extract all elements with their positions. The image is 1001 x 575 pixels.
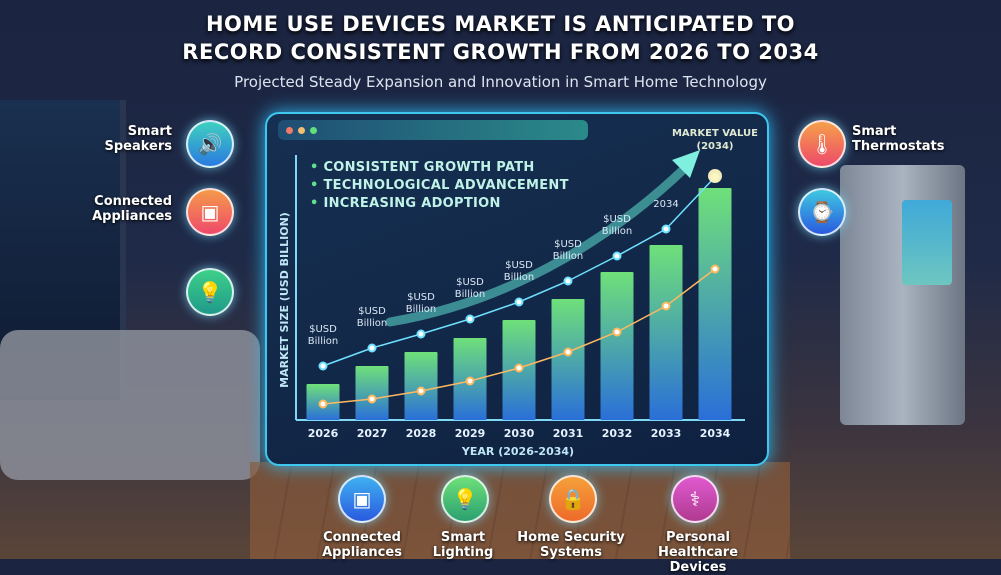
- y-axis-label: MARKET SIZE (USD BILLION): [278, 212, 291, 388]
- bar-2031: [551, 299, 585, 420]
- point-label-2028: Billion: [406, 304, 436, 315]
- trend-point-2-2030: [514, 363, 524, 373]
- x-tick-2029: 2029: [455, 427, 486, 440]
- window-dot-green: [310, 127, 317, 134]
- trend-point-1-2028: [416, 329, 426, 339]
- bullet-adoption: INCREASING ADOPTION: [310, 196, 501, 211]
- point-label-2031: $USD: [554, 239, 582, 250]
- lightbulb-icon[interactable]: 💡: [186, 268, 234, 316]
- chart-svg: MARKET SIZE (USD BILLION) YEAR (2026-203…: [278, 128, 758, 458]
- x-tick-2034: 2034: [700, 427, 731, 440]
- x-tick-2032: 2032: [602, 427, 633, 440]
- point-label-2028: $USD: [407, 292, 435, 303]
- label-bottom-lighting: Smart Lighting: [432, 530, 494, 560]
- trend-point-1-2026: [318, 361, 328, 371]
- thermometer-icon[interactable]: 🌡: [798, 120, 846, 168]
- point-label-2030: $USD: [505, 260, 533, 271]
- bar-2028: [404, 352, 438, 420]
- title-line-2: RECORD CONSISTENT GROWTH FROM 2026 TO 20…: [182, 40, 819, 64]
- bar-2032: [600, 272, 634, 420]
- growth-arrow: [385, 163, 690, 327]
- trend-point-1-2031: [563, 276, 573, 286]
- x-axis-label: YEAR (2026-2034): [461, 445, 574, 458]
- title-line-1: HOME USE DEVICES MARKET IS ANTICIPATED T…: [205, 12, 796, 36]
- trend-point-2-2026: [318, 399, 328, 409]
- point-label-2026: $USD: [309, 324, 337, 335]
- point-label-2032: $USD: [603, 214, 631, 225]
- market-value-label: MARKET VALUE: [672, 128, 758, 139]
- point-label-2027: Billion: [357, 318, 387, 329]
- trend-point-2-2028: [416, 386, 426, 396]
- trend-point-1-2033: [661, 224, 671, 234]
- bullet-technology: TECHNOLOGICAL ADVANCEMENT: [310, 178, 569, 193]
- label-bottom-appliances: Connected Appliances: [322, 530, 402, 560]
- x-tick-2033: 2033: [651, 427, 682, 440]
- washing-machine-icon[interactable]: ▣: [338, 475, 386, 523]
- trend-point-2-2034: [710, 264, 720, 274]
- point-label-2026: Billion: [308, 336, 338, 347]
- trend-point-2-2029: [465, 376, 475, 386]
- x-tick-2031: 2031: [553, 427, 584, 440]
- point-label-2027: $USD: [358, 306, 386, 317]
- trend-point-1-2030: [514, 297, 524, 307]
- point-label-2033: 2034: [653, 199, 678, 210]
- bar-2033: [649, 245, 683, 420]
- trend-point-2-2027: [367, 394, 377, 404]
- shield-lock-icon[interactable]: 🔒: [549, 475, 597, 523]
- fridge-screen: [902, 200, 952, 285]
- stethoscope-icon[interactable]: ⚕: [671, 475, 719, 523]
- smartwatch-icon[interactable]: ⌚: [798, 188, 846, 236]
- trend-point-2-2033: [661, 301, 671, 311]
- subtitle: Projected Steady Expansion and Innovatio…: [234, 73, 767, 91]
- point-label-2032: Billion: [602, 226, 632, 237]
- panel-title-bar: [278, 120, 588, 140]
- label-connected-appliances: Connected Appliances: [92, 194, 172, 224]
- x-tick-2026: 2026: [308, 427, 339, 440]
- glow-point: [708, 169, 722, 183]
- label-bottom-healthcare: Personal Healthcare Devices: [657, 530, 739, 575]
- trend-point-2-2031: [563, 347, 573, 357]
- bar-2034: [698, 188, 732, 420]
- window-dot-red: [286, 127, 293, 134]
- x-tick-2030: 2030: [504, 427, 535, 440]
- market-value-year: (2034): [697, 141, 734, 152]
- trend-point-1-2032: [612, 251, 622, 261]
- background-sofa: [0, 330, 260, 480]
- window-dot-yellow: [298, 127, 305, 134]
- x-tick-2027: 2027: [357, 427, 388, 440]
- smart-speaker-icon[interactable]: 🔊: [186, 120, 234, 168]
- trend-point-2-2032: [612, 327, 622, 337]
- point-label-2031: Billion: [553, 251, 583, 262]
- lightbulb-icon[interactable]: 💡: [441, 475, 489, 523]
- bar-2027: [355, 366, 389, 420]
- x-tick-2028: 2028: [406, 427, 437, 440]
- trend-point-1-2027: [367, 343, 377, 353]
- point-label-2029: Billion: [455, 289, 485, 300]
- label-smart-speakers: Smart Speakers: [104, 124, 172, 154]
- point-label-2030: Billion: [504, 272, 534, 283]
- trend-point-1-2029: [465, 314, 475, 324]
- washing-machine-icon[interactable]: ▣: [186, 188, 234, 236]
- bullet-growth: CONSISTENT GROWTH PATH: [310, 160, 535, 175]
- label-bottom-security: Home Security Systems: [517, 530, 625, 560]
- label-smart-thermostats: Smart Thermostats: [852, 124, 945, 154]
- growth-arrow-head: [672, 150, 700, 178]
- point-label-2029: $USD: [456, 277, 484, 288]
